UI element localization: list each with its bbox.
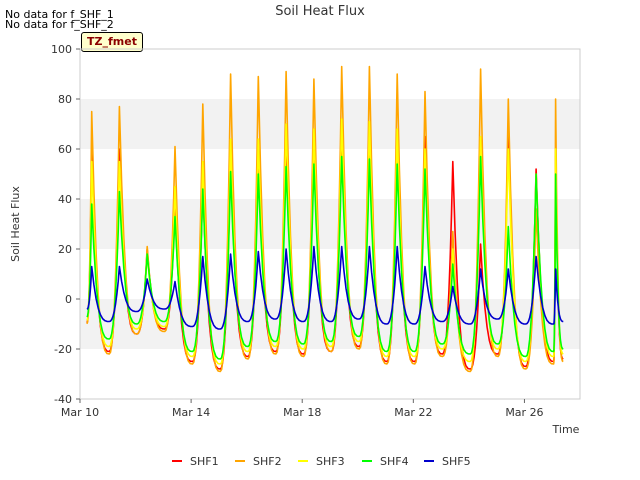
- x-tick-label: Mar 22: [394, 406, 432, 419]
- chart-title: Soil Heat Flux: [275, 4, 365, 19]
- series-line-shf4: [86, 155, 564, 360]
- x-tick-label: Mar 26: [505, 406, 543, 419]
- series-line-shf3: [86, 118, 564, 365]
- y-tick-label: 100: [51, 43, 72, 56]
- y-tick-label: -40: [54, 393, 72, 406]
- legend-label-shf1: SHF1: [190, 455, 219, 468]
- y-tick-label: 80: [58, 93, 72, 106]
- y-tick-label: -20: [54, 343, 72, 356]
- y-tick-label: 60: [58, 143, 72, 156]
- series-line-shf2: [86, 65, 564, 373]
- series-line-shf5: [86, 245, 564, 330]
- y-tick-label: 40: [58, 193, 72, 206]
- legend: SHF1 SHF2 SHF3 SHF4 SHF5: [172, 455, 471, 468]
- y-tick-label: 0: [65, 293, 72, 306]
- y-axis-label: Soil Heat Flux: [9, 186, 22, 262]
- grid-band: [80, 99, 580, 149]
- legend-label-shf2: SHF2: [253, 455, 282, 468]
- no-data-note-2: No data for f_SHF_2: [5, 18, 114, 31]
- no-data-note-1: No data for f_SHF_1: [5, 8, 114, 21]
- legend-label-shf4: SHF4: [380, 455, 409, 468]
- series-layer: [86, 65, 564, 373]
- x-tick-label: Mar 10: [61, 406, 99, 419]
- legend-label-shf3: SHF3: [316, 455, 345, 468]
- y-tick-label: 20: [58, 243, 72, 256]
- legend-label-shf5: SHF5: [442, 455, 471, 468]
- x-tick-label: Mar 18: [283, 406, 321, 419]
- x-axis: Mar 10 Mar 14 Mar 18 Mar 22 Mar 26: [61, 399, 544, 419]
- grid-band: [80, 199, 580, 249]
- site-tag-label: TZ_fmet: [81, 32, 143, 52]
- x-tick-label: Mar 14: [172, 406, 210, 419]
- y-axis: -40 -20 0 20 40 60 80 100: [51, 43, 80, 406]
- plot-frame: [79, 48, 581, 400]
- x-axis-label: Time: [552, 423, 580, 436]
